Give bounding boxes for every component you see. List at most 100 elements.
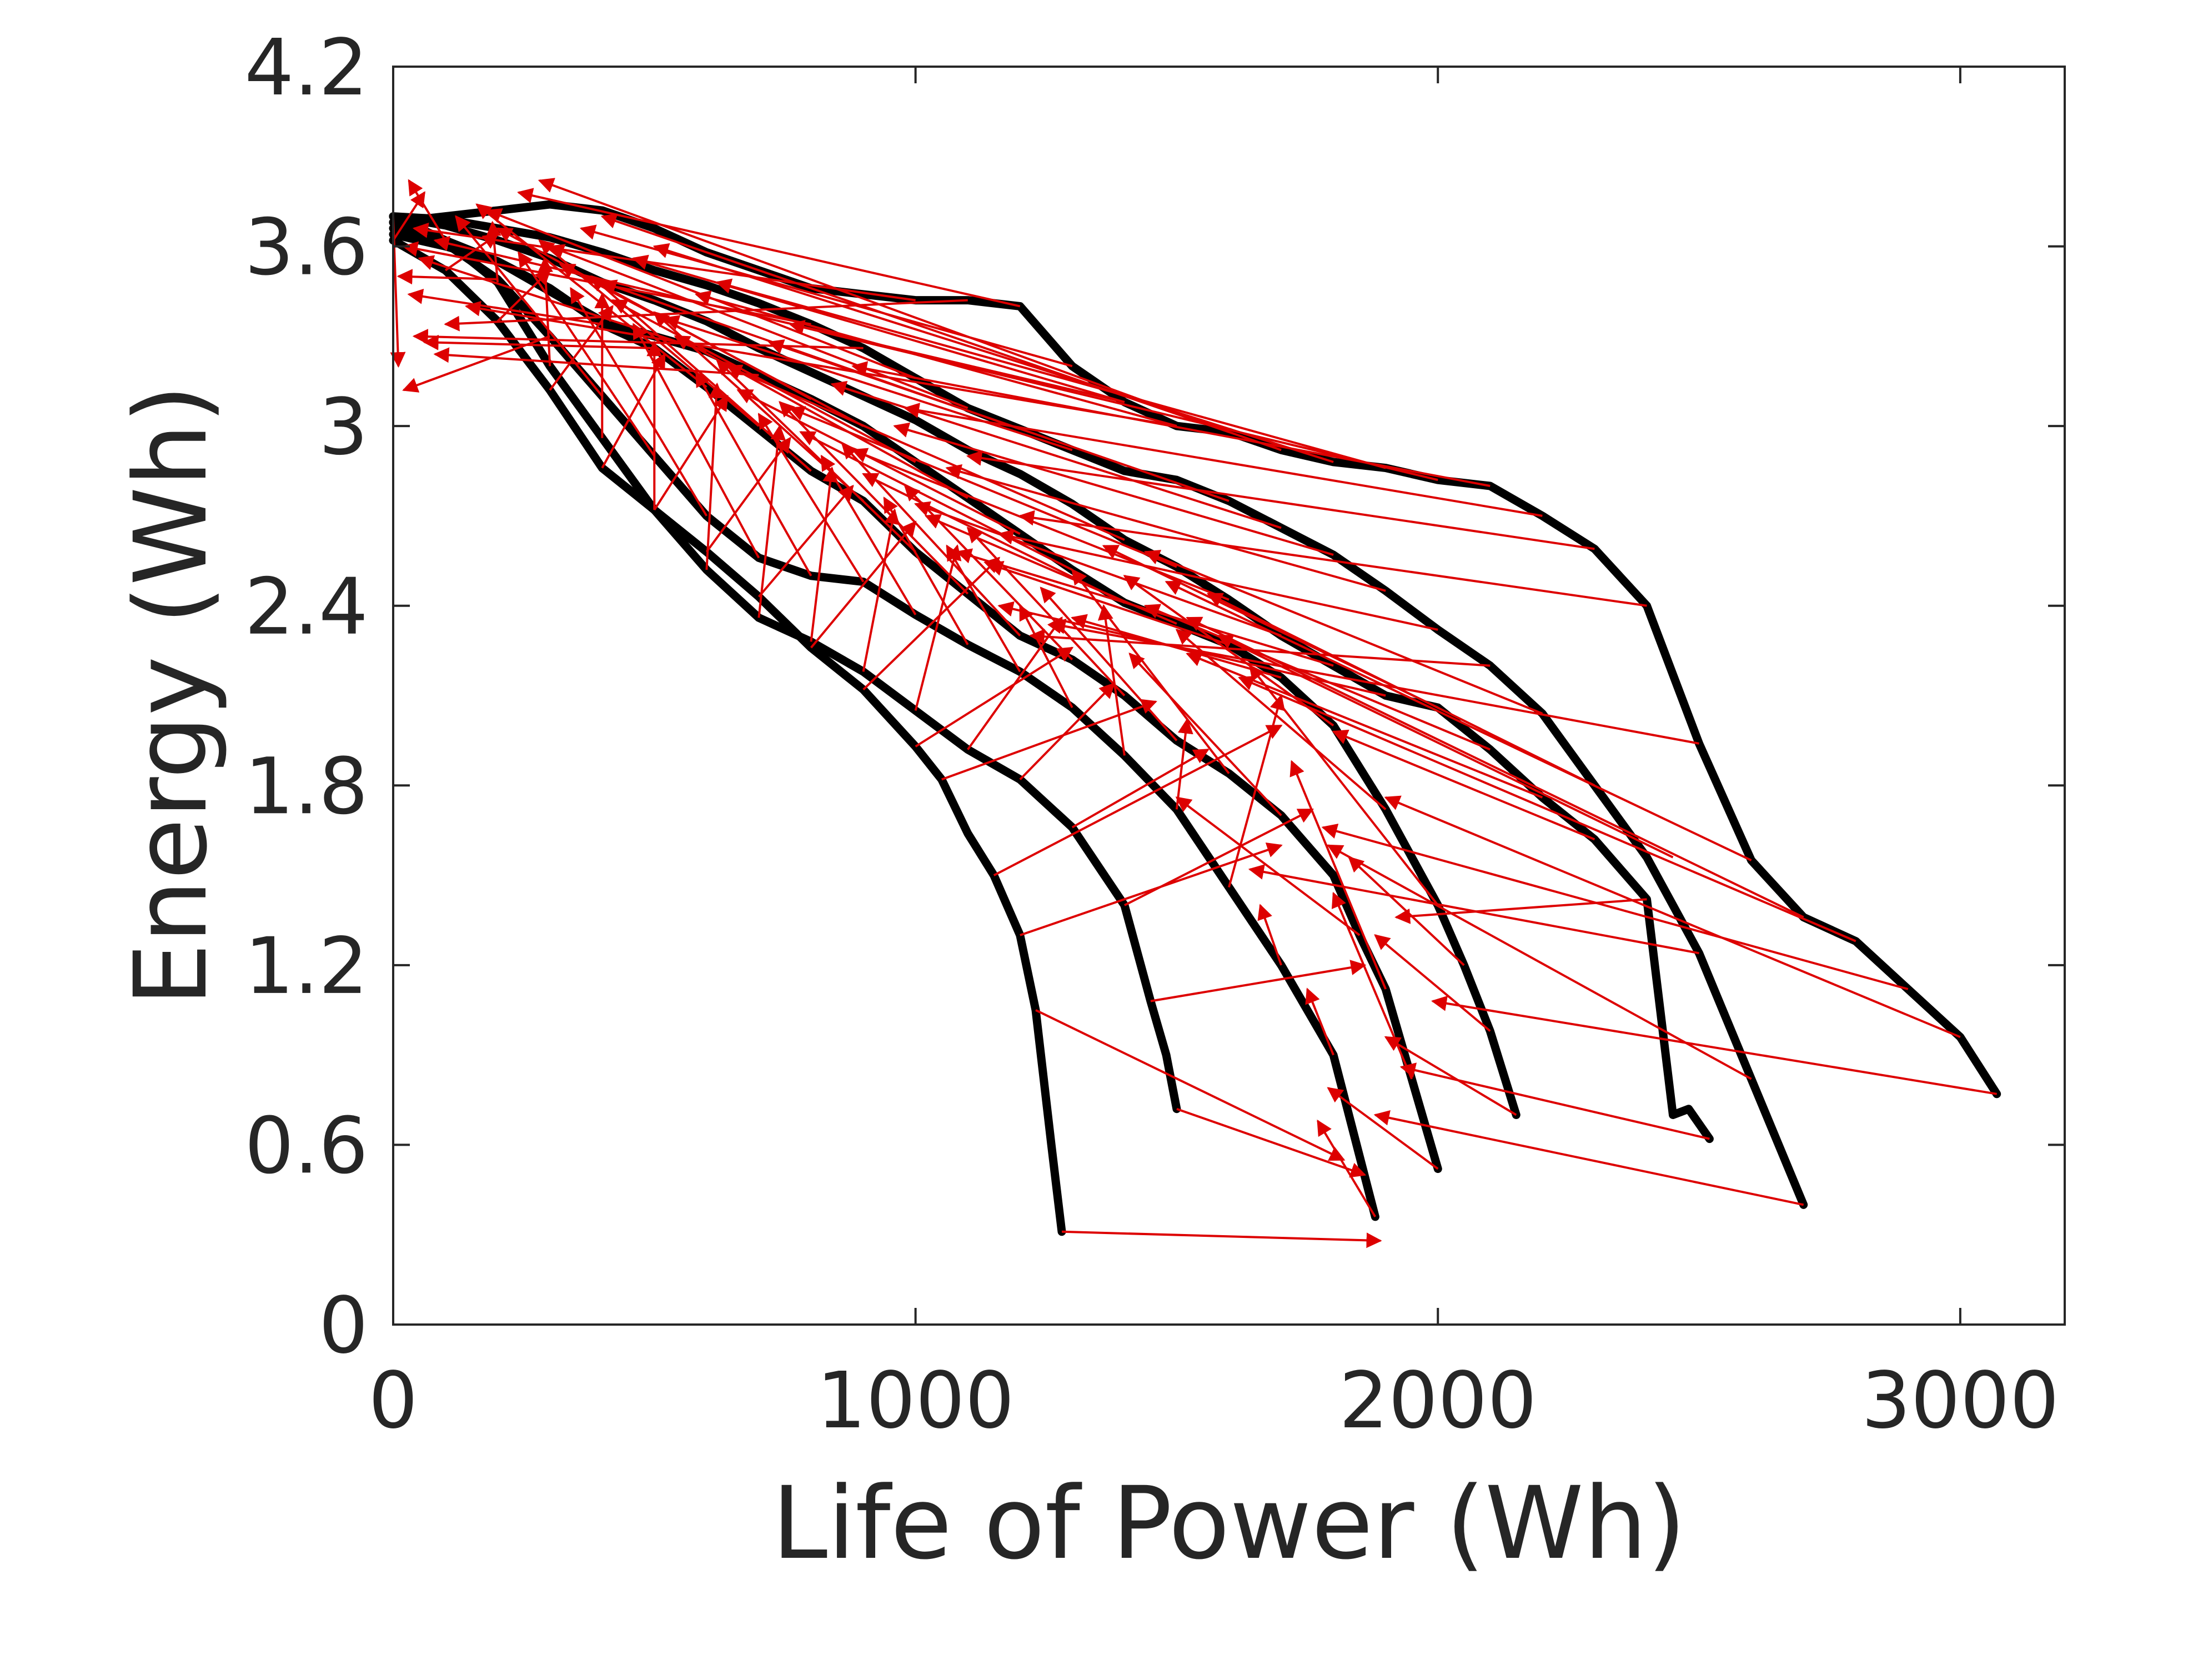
y-tick-label: 2.4 [244, 562, 368, 653]
arrow-arrows-top-16 [444, 233, 499, 272]
arrow-arrows-upper-9 [1019, 682, 1116, 780]
arrow-arrows-upper-0 [993, 724, 1283, 876]
arrow-arrows-top-10 [570, 287, 708, 516]
arrow-arrows-top-5 [663, 315, 1073, 452]
arrow-arrows-band-21 [914, 501, 1282, 637]
arrow-arrows-band-8 [810, 520, 917, 649]
arrow-arrows-top-30 [517, 188, 1021, 308]
arrow-arrows-band-25 [757, 424, 786, 618]
y-tick-label: 3.6 [244, 203, 368, 293]
y-tick-label: 1.8 [244, 741, 368, 832]
arrow-arrows-top-23 [600, 213, 1282, 452]
arrow-arrows-band-6 [1028, 629, 1491, 667]
arrow-arrows-end-7 [1431, 995, 1998, 1095]
arrow-arrows-upper-19 [1071, 568, 1230, 774]
arrow-arrows-band-12 [987, 560, 1230, 646]
arrow-arrows-upper-1 [1071, 748, 1210, 829]
arrow-arrows-band-15 [1018, 510, 1647, 607]
arrow-arrows-top-27 [475, 203, 707, 388]
arrow-arrows-band-7 [1050, 618, 1699, 745]
arrow-arrows-end-2 [1317, 1119, 1377, 1217]
arrow-arrows-band-17 [810, 466, 838, 642]
arrow-arrows-top-6 [694, 290, 1177, 428]
arrows-layer [390, 178, 1998, 1248]
arrow-arrows-band-29 [851, 448, 1230, 601]
x-tick-label: 2000 [1339, 1356, 1537, 1446]
arrow-arrows-band-34 [757, 413, 865, 583]
x-tick-label: 0 [368, 1356, 418, 1446]
arrow-arrows-mid-15 [1321, 824, 1909, 990]
arrow-arrows-mid-11 [1289, 760, 1387, 990]
arrow-arrows-upper-3 [1175, 796, 1361, 936]
y-tick-label: 4.2 [244, 23, 368, 113]
arrow-arrows-end-5 [1399, 1062, 1710, 1140]
arrow-arrows-band-14 [997, 529, 1438, 631]
arrow-arrows-band-9 [862, 508, 900, 672]
arrow-arrows-end-6 [1373, 1110, 1804, 1206]
arrow-arrows-end-4 [1384, 1036, 1517, 1116]
arrow-arrows-mid-2 [1305, 987, 1334, 1056]
arrow-arrows-band-3 [1040, 586, 1178, 741]
arrow-arrows-top-37 [444, 299, 968, 332]
arrow-arrows-end-3 [1327, 1087, 1439, 1170]
arrow-arrows-top-22 [579, 224, 1073, 368]
y-tick-label: 0.6 [244, 1101, 368, 1191]
arrow-arrows-upper-4 [1248, 664, 1439, 906]
arrow-arrows-band-44 [736, 389, 1021, 535]
arrow-arrows-top-4 [674, 335, 968, 499]
arrow-arrows-top-34 [423, 334, 655, 350]
arrow-arrows-band-0 [862, 556, 1001, 691]
arrow-arrows-top-44 [433, 235, 1125, 403]
arrow-arrows-band-11 [966, 526, 1126, 696]
arrow-arrows-top-24 [392, 191, 426, 241]
y-tick-label: 0 [319, 1281, 368, 1371]
arrow-arrows-band-33 [705, 382, 724, 570]
arrow-arrows-top-13 [600, 279, 1021, 430]
arrow-arrows-mid-13 [1332, 729, 1595, 841]
arrow-arrows-band-13 [956, 548, 1334, 667]
arrow-arrows-upper-11 [1128, 652, 1282, 816]
arrow-arrows-band-38 [830, 380, 1282, 529]
arrow-arrows-mid-7 [1384, 795, 1961, 1039]
arrow-arrows-mid-10 [1257, 904, 1282, 966]
arrow-arrows-top-43 [412, 222, 916, 302]
arrow-arrows-upper-22 [1143, 550, 1543, 715]
arrow-arrows-mid-4 [1374, 934, 1491, 1032]
arrow-arrows-top-2 [632, 323, 760, 559]
arrow-arrows-top-18 [518, 251, 655, 457]
arrow-arrows-mid-9 [1123, 808, 1314, 906]
arrow-arrows-mid-5 [1394, 898, 1647, 924]
arrow-arrows-band-42 [695, 370, 812, 576]
arrow-arrows-mid-8 [1020, 842, 1283, 936]
arrow-arrows-mid-6 [1327, 844, 1752, 1080]
series-line-curve-8 [389, 200, 2001, 1099]
y-axis-label: Energy (Wh) [113, 384, 229, 1006]
arrow-arrows-top-40 [407, 288, 603, 325]
arrow-arrows-band-36 [799, 431, 1073, 571]
arrow-arrows-upper-8 [941, 699, 1157, 781]
arrow-arrows-top-38 [464, 300, 1177, 428]
arrow-arrows-band-30 [893, 422, 1334, 556]
arrow-arrows-band-22 [945, 464, 1386, 592]
arrow-arrows-upper-20 [1123, 575, 1334, 727]
arrow-arrows-upper-7 [1238, 676, 1856, 942]
arrow-arrows-top-42 [402, 241, 811, 325]
x-tick-label: 3000 [1861, 1356, 2059, 1446]
arrow-arrows-band-28 [862, 473, 1125, 604]
arrow-arrows-upper-2 [1228, 694, 1285, 888]
arrow-arrows-band-10 [946, 544, 1021, 673]
arrow-arrows-top-26 [455, 215, 603, 397]
arrow-arrows-end-1 [1176, 1107, 1367, 1178]
arrow-arrows-band-26 [820, 454, 917, 615]
arrow-arrows-upper-16 [915, 646, 1074, 748]
ticks-layer: 0 1000 2000 3000 0 0.6 1.2 1.8 2.4 3 3.6 4.2 [244, 23, 2065, 1446]
arrow-arrows-band-20 [924, 514, 1177, 625]
arrow-arrows-top-41 [418, 255, 707, 353]
series-line-curve-7 [389, 212, 1808, 1209]
arrow-arrows-end-0 [1061, 1230, 1382, 1248]
arrow-arrows-mid-14 [1248, 864, 1699, 955]
arrow-arrows-top-35 [433, 347, 759, 377]
series-line-curve-5 [389, 224, 1520, 1119]
arrow-arrows-top-21 [548, 244, 968, 409]
